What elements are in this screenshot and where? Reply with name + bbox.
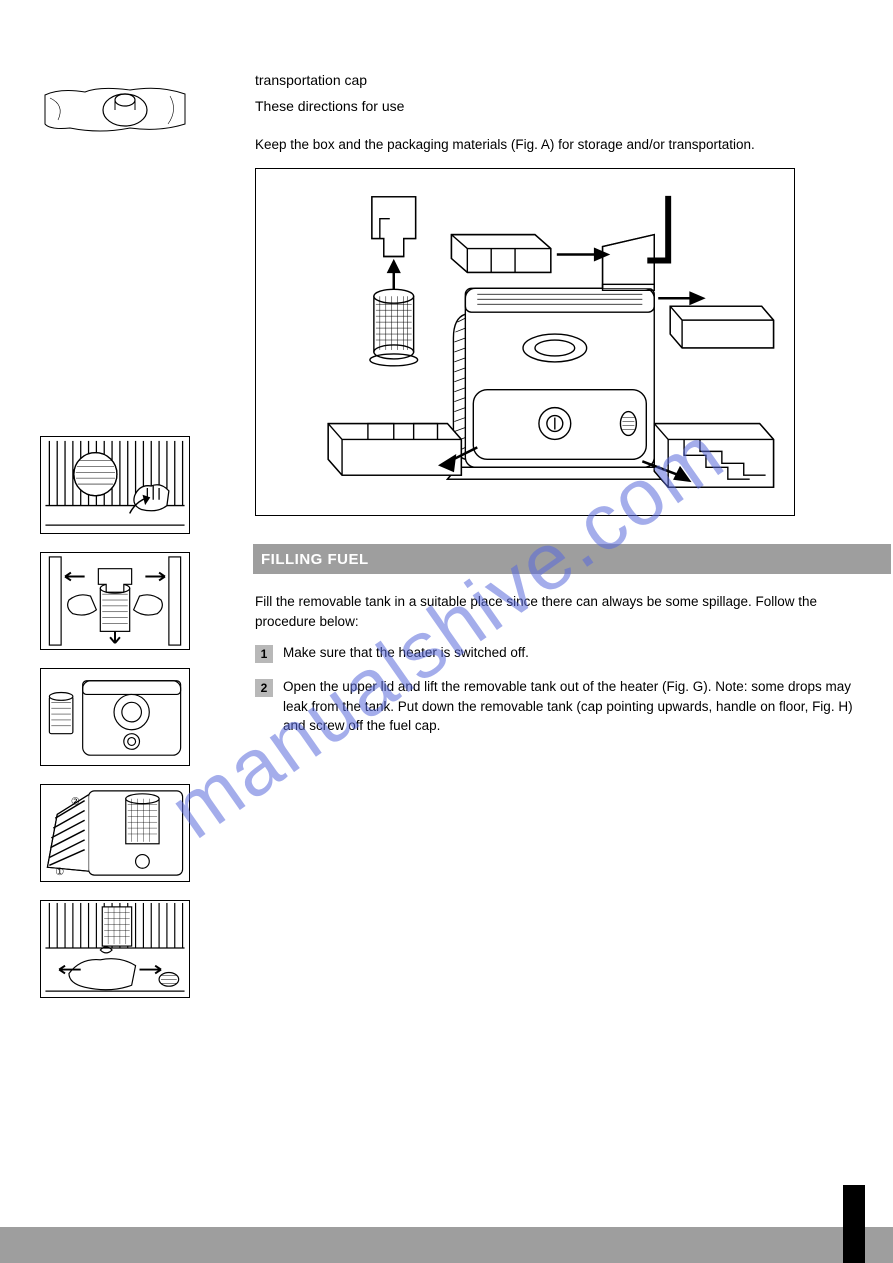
main-para-1: Keep the box and the packaging materials…: [255, 135, 855, 155]
footer-bar: [0, 1227, 893, 1263]
filling-fuel-body: Fill the removable tank in a suitable pl…: [255, 592, 855, 736]
footer-tab: [843, 1185, 865, 1263]
fig-exploded-view: [255, 168, 795, 516]
filling-intro: Fill the removable tank in a suitable pl…: [255, 592, 855, 631]
fig-e-chamber: ② ①: [40, 784, 190, 882]
fig-d-remove-burner: [40, 668, 190, 766]
intro-text: transportation cap These directions for …: [255, 70, 855, 117]
fig-f-position-chamber: [40, 900, 190, 998]
left-thumbnails: ② ①: [40, 80, 190, 998]
svg-text:①: ①: [55, 867, 64, 878]
fig-c-pull-packaging: [40, 552, 190, 650]
svg-text:②: ②: [71, 797, 80, 808]
section-heading-text: FILLING FUEL: [261, 551, 369, 568]
step-1: 1 Make sure that the heater is switched …: [255, 643, 855, 663]
fig-a-transport-cap: [40, 80, 190, 138]
step-1-text: Make sure that the heater is switched of…: [283, 643, 855, 663]
fig-b-open-grid: [40, 436, 190, 534]
step-2: 2 Open the upper lid and lift the remova…: [255, 677, 855, 736]
intro-line2: These directions for use: [255, 96, 855, 116]
step-2-text: Open the upper lid and lift the removabl…: [283, 677, 855, 736]
main-content: transportation cap These directions for …: [255, 70, 855, 750]
step-number-1: 1: [255, 645, 273, 663]
section-heading-bar: FILLING FUEL: [253, 544, 891, 574]
intro-line1: transportation cap: [255, 70, 855, 90]
step-number-2: 2: [255, 679, 273, 697]
text-keep-box: Keep the box and the packaging materials…: [255, 135, 855, 155]
